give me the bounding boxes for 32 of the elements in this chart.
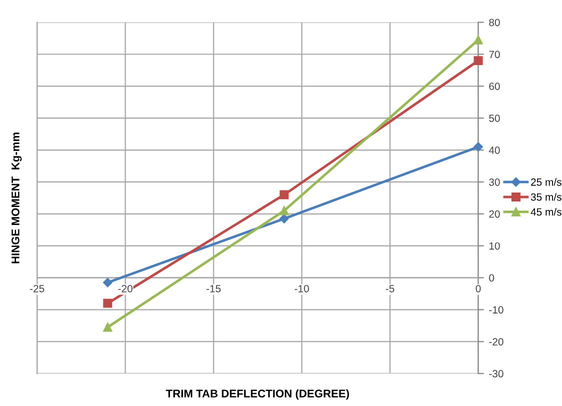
x-axis-title: TRIM TAB DEFLECTION (DEGREE) [166,389,349,400]
y-tick-label: 0 [489,274,494,282]
x-tick-label: 0 [476,284,481,292]
point [103,278,112,288]
y-axis-title: HINGE MOMENT Kg-mm [12,132,22,264]
legend-label: 45 m/s [530,208,562,216]
y-tick-label: 80 [489,18,500,26]
point [280,190,289,200]
legend-label: 35 m/s [530,193,562,201]
x-tick-label: -20 [118,284,132,292]
point [280,206,289,216]
x-tick-label: -5 [386,285,394,292]
point [103,298,112,308]
y-tick-label: 70 [489,50,500,58]
y-tick-label: 10 [489,242,500,250]
y-tick-label: -30 [489,370,504,378]
x-tick-label: -15 [206,285,221,292]
point [280,214,289,224]
point [474,142,483,152]
y-tick-label: -20 [489,338,504,346]
point [474,56,483,66]
y-tick-label: -10 [489,306,504,314]
y-tick-label: 30 [489,178,500,186]
x-tick-label: -25 [30,284,44,292]
point [103,322,112,332]
y-tick-label: 60 [489,82,500,90]
legend-label: 25 m/s [531,178,562,186]
y-tick-label: 20 [489,210,500,218]
y-tick-label: 40 [488,146,500,154]
point [474,35,483,44]
x-tick-label: -10 [294,284,309,292]
y-tick-label: 50 [489,114,500,122]
